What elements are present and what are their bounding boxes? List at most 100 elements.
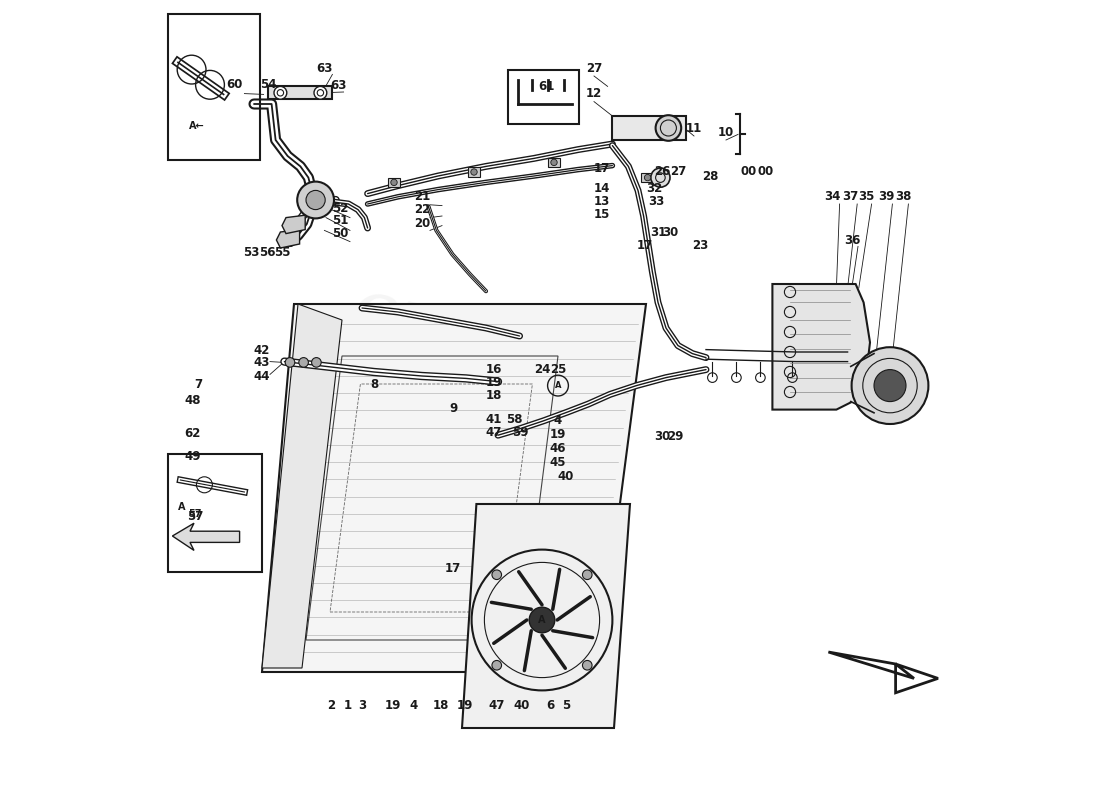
- Text: 27: 27: [670, 165, 686, 178]
- Circle shape: [299, 358, 308, 367]
- Circle shape: [306, 190, 326, 210]
- Text: 45: 45: [550, 456, 566, 469]
- Circle shape: [551, 159, 558, 166]
- Text: 28: 28: [702, 170, 718, 182]
- Text: 56: 56: [260, 246, 276, 258]
- Text: 3: 3: [358, 699, 366, 712]
- Circle shape: [297, 182, 334, 218]
- Text: 46: 46: [550, 442, 566, 454]
- Polygon shape: [173, 523, 240, 550]
- Text: 31: 31: [651, 226, 667, 238]
- Text: 19: 19: [384, 699, 400, 712]
- Circle shape: [492, 570, 502, 579]
- Text: A←: A←: [188, 121, 205, 130]
- Text: 32: 32: [647, 182, 663, 195]
- Text: 12: 12: [586, 87, 602, 100]
- Circle shape: [471, 169, 477, 175]
- Text: 19: 19: [486, 376, 503, 389]
- Circle shape: [656, 115, 681, 141]
- Text: 00: 00: [758, 165, 774, 178]
- Polygon shape: [613, 116, 686, 140]
- Polygon shape: [268, 86, 332, 99]
- Text: 49: 49: [184, 450, 200, 462]
- Text: 52: 52: [332, 202, 349, 214]
- Circle shape: [314, 86, 327, 99]
- Text: 38: 38: [895, 190, 912, 202]
- Text: 30: 30: [662, 226, 678, 238]
- Text: 39: 39: [879, 190, 895, 202]
- Circle shape: [529, 607, 554, 633]
- Text: 00: 00: [740, 165, 757, 178]
- Bar: [167, 14, 260, 160]
- Text: A: A: [554, 381, 561, 390]
- Text: 36: 36: [844, 234, 860, 246]
- Text: 25: 25: [550, 363, 566, 376]
- Text: 11: 11: [686, 122, 702, 134]
- Polygon shape: [262, 304, 646, 672]
- Text: 44: 44: [254, 370, 271, 382]
- Text: 23: 23: [692, 239, 708, 252]
- Text: 29: 29: [668, 430, 684, 442]
- Circle shape: [583, 661, 592, 670]
- Polygon shape: [462, 504, 630, 728]
- Text: 57: 57: [188, 510, 201, 519]
- Text: 14: 14: [594, 182, 610, 195]
- Circle shape: [390, 179, 397, 186]
- Text: 17: 17: [594, 162, 610, 175]
- Text: 1: 1: [343, 699, 352, 712]
- Text: 55: 55: [274, 246, 290, 258]
- Text: 26: 26: [653, 165, 670, 178]
- Circle shape: [874, 370, 906, 402]
- Text: 2: 2: [328, 699, 336, 712]
- Text: 33: 33: [648, 195, 664, 208]
- Text: 58: 58: [506, 413, 522, 426]
- Text: A: A: [178, 502, 186, 512]
- Text: 61: 61: [538, 80, 554, 93]
- Text: 18: 18: [486, 389, 503, 402]
- Text: 50: 50: [332, 227, 349, 240]
- Text: 57: 57: [187, 510, 204, 522]
- Text: 63: 63: [316, 62, 332, 74]
- Text: 21: 21: [414, 190, 430, 202]
- Text: 47: 47: [486, 426, 503, 439]
- Text: 18: 18: [432, 699, 449, 712]
- Text: 42: 42: [254, 344, 271, 357]
- Text: 43: 43: [254, 356, 271, 369]
- Circle shape: [651, 168, 670, 187]
- Circle shape: [274, 86, 287, 99]
- Circle shape: [645, 174, 651, 181]
- Bar: [548, 158, 560, 167]
- Text: 19: 19: [550, 428, 566, 441]
- Text: 63: 63: [330, 79, 346, 92]
- Bar: [387, 178, 400, 187]
- Bar: [508, 70, 579, 124]
- Text: 47: 47: [488, 699, 505, 712]
- Text: 5: 5: [562, 699, 570, 712]
- Text: 6: 6: [546, 699, 554, 712]
- Text: 17: 17: [636, 239, 652, 252]
- Polygon shape: [282, 215, 305, 234]
- Text: 35: 35: [858, 190, 874, 202]
- Circle shape: [851, 347, 928, 424]
- Text: 4: 4: [554, 414, 562, 426]
- Circle shape: [492, 661, 502, 670]
- Text: 53: 53: [243, 246, 258, 258]
- Text: a pas: a pas: [364, 553, 513, 631]
- Text: 59: 59: [513, 426, 529, 439]
- Text: 10: 10: [718, 126, 734, 138]
- Text: 22: 22: [414, 203, 430, 216]
- Text: 48: 48: [184, 394, 200, 406]
- Polygon shape: [262, 304, 342, 668]
- Polygon shape: [772, 284, 870, 410]
- Text: 19: 19: [456, 699, 473, 712]
- Text: 15: 15: [594, 208, 610, 221]
- Polygon shape: [276, 230, 299, 248]
- Text: europ: europ: [341, 271, 598, 401]
- Text: 9: 9: [450, 402, 458, 414]
- Text: 62: 62: [184, 427, 200, 440]
- Text: A: A: [538, 615, 546, 625]
- Bar: [468, 167, 481, 177]
- Text: 8: 8: [370, 378, 378, 390]
- Text: 7: 7: [194, 378, 202, 390]
- Bar: [167, 454, 262, 572]
